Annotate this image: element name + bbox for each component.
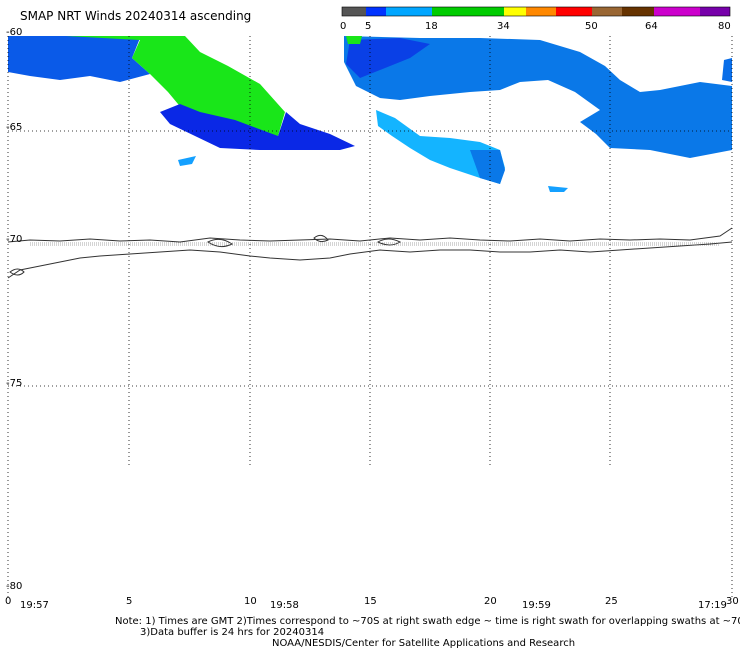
lon-tick-15: 15: [364, 596, 377, 607]
graticule: [8, 36, 732, 465]
lat-tick--70: -70: [6, 234, 23, 245]
colorbar-label-64: 64: [645, 21, 658, 32]
colorbar-segment-4: [504, 7, 526, 16]
wind-swath-small-1: [178, 156, 196, 166]
colorbar-frame: [341, 6, 731, 17]
colorbar-segment-7: [592, 7, 622, 16]
colorbar-label-34: 34: [497, 21, 510, 32]
colorbar: [341, 6, 731, 17]
wind-swath-light-blue-2: [470, 150, 505, 184]
colorbar-segment-10: [700, 7, 730, 16]
wind-swath-light-blue: [376, 110, 505, 184]
ice-rise-3: [207, 238, 233, 248]
lon-tick-5: 5: [126, 596, 133, 607]
colorbar-segment-2: [386, 7, 432, 16]
coastline-inner: [7, 241, 733, 279]
ice-rise-4: [313, 234, 329, 243]
ice-shelf-hatch: [30, 242, 720, 246]
colorbar-label-50: 50: [585, 21, 598, 32]
time-label-1: 19:57: [20, 600, 49, 611]
lon-tick-20: 20: [484, 596, 497, 607]
colorbar-segment-5: [526, 7, 556, 16]
lon-tick-25: 25: [605, 596, 618, 607]
wind-swath-green-small: [346, 36, 362, 44]
colorbar-label-18: 18: [425, 21, 438, 32]
lat-tick--75: -75: [6, 378, 23, 389]
colorbar-segment-6: [556, 7, 592, 16]
ice-shelf-front: [7, 227, 733, 243]
time-label-4: 17:19: [698, 600, 727, 611]
time-label-2: 19:58: [270, 600, 299, 611]
note-line-1: Note: 1) Times are GMT 2)Times correspon…: [115, 616, 740, 627]
ice-rise-1: [9, 268, 25, 276]
wind-swath-green: [66, 36, 285, 136]
coastline: [7, 227, 733, 279]
colorbar-segment-9: [654, 7, 700, 16]
lat-tick--60: -60: [6, 27, 23, 38]
wind-swath-left-blue: [8, 36, 150, 82]
map-title: SMAP NRT Winds 20240314 ascending: [20, 9, 252, 23]
colorbar-segment-8: [622, 7, 654, 16]
lon-tick-0: 0: [5, 596, 12, 607]
time-label-3: 19:59: [522, 600, 551, 611]
wind-swath-dark-blue: [160, 104, 355, 150]
colorbar-segment-0: [342, 7, 366, 16]
wind-swath-right-blue: [344, 36, 732, 158]
lat-tick--65: -65: [6, 122, 23, 133]
wind-swath-right-dark: [346, 38, 430, 78]
colorbar-label-5: 5: [365, 21, 372, 32]
lon-tick-10: 10: [244, 596, 257, 607]
colorbar-segment-1: [366, 7, 386, 16]
wind-swaths: [8, 36, 732, 192]
colorbar-segment-3: [432, 7, 504, 16]
wind-swath-right-edge: [722, 58, 732, 82]
note-line-3: NOAA/NESDIS/Center for Satellite Applica…: [272, 638, 576, 649]
colorbar-label-0: 0: [340, 21, 347, 32]
colorbar-label-80: 80: [718, 21, 731, 32]
lon-tick-30: 30: [726, 596, 739, 607]
wind-swath-small-2: [548, 186, 568, 192]
note-line-2: 3)Data buffer is 24 hrs for 20240314: [140, 627, 325, 638]
ice-rise-2: [376, 238, 402, 246]
lat-tick--80: -80: [6, 581, 23, 592]
